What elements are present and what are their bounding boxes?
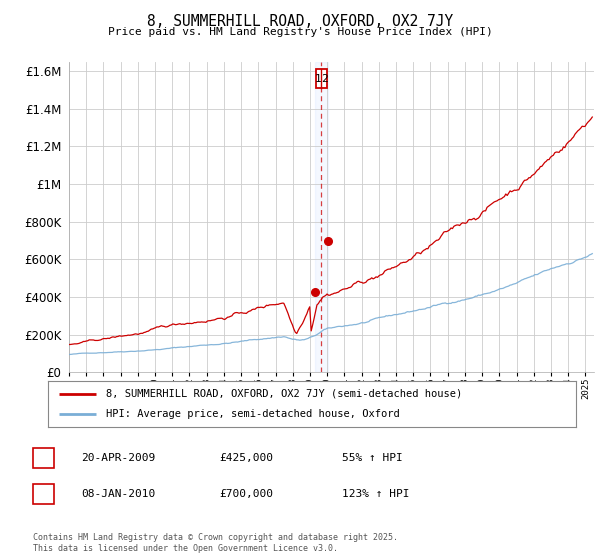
Text: 20-APR-2009: 20-APR-2009 (81, 453, 155, 463)
Text: 123% ↑ HPI: 123% ↑ HPI (342, 489, 409, 499)
Text: 08-JAN-2010: 08-JAN-2010 (81, 489, 155, 499)
Text: Contains HM Land Registry data © Crown copyright and database right 2025.
This d: Contains HM Land Registry data © Crown c… (33, 533, 398, 553)
Text: £425,000: £425,000 (219, 453, 273, 463)
Text: 8, SUMMERHILL ROAD, OXFORD, OX2 7JY (semi-detached house): 8, SUMMERHILL ROAD, OXFORD, OX2 7JY (sem… (106, 389, 463, 399)
Text: HPI: Average price, semi-detached house, Oxford: HPI: Average price, semi-detached house,… (106, 409, 400, 419)
Bar (315, 62, 328, 372)
FancyBboxPatch shape (316, 69, 327, 88)
Text: Price paid vs. HM Land Registry's House Price Index (HPI): Price paid vs. HM Land Registry's House … (107, 27, 493, 37)
Text: 55% ↑ HPI: 55% ↑ HPI (342, 453, 403, 463)
Text: 1: 1 (314, 73, 322, 83)
Text: 1: 1 (40, 453, 47, 463)
Text: 2: 2 (322, 73, 328, 83)
Text: £700,000: £700,000 (219, 489, 273, 499)
Text: 2: 2 (40, 489, 47, 499)
Text: 8, SUMMERHILL ROAD, OXFORD, OX2 7JY: 8, SUMMERHILL ROAD, OXFORD, OX2 7JY (147, 14, 453, 29)
